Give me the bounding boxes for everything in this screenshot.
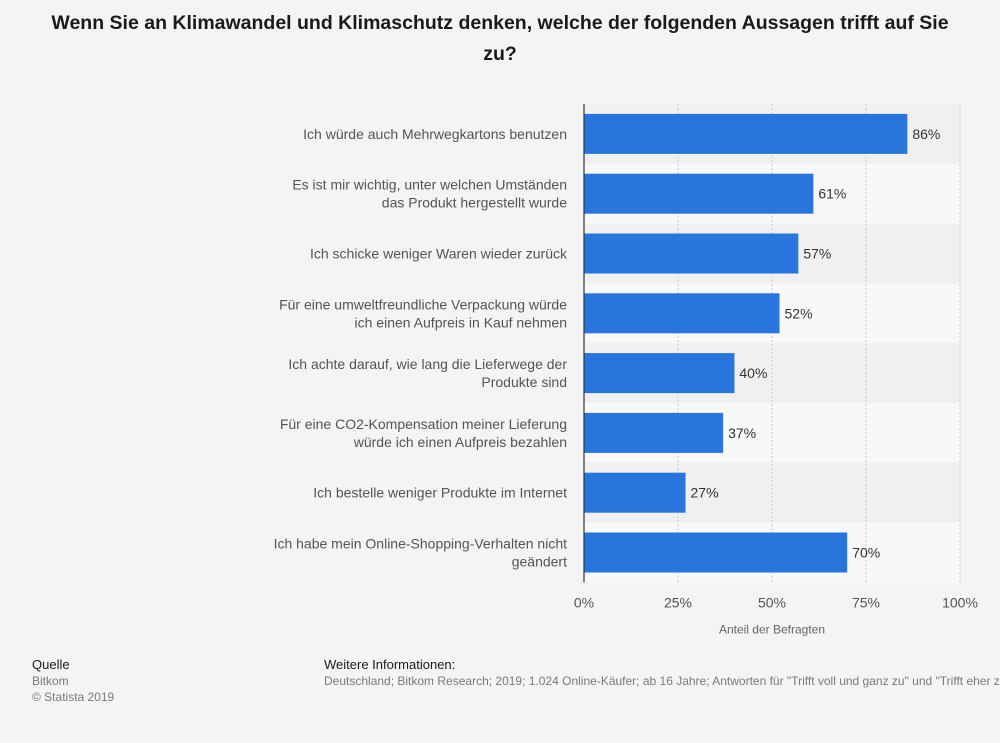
bar[interactable]: [584, 472, 686, 513]
x-tick-label: 25%: [664, 594, 692, 610]
bar[interactable]: [584, 532, 848, 573]
source-block: Quelle Bitkom © Statista 2019: [32, 657, 114, 705]
value-label: 40%: [739, 365, 767, 381]
source-heading: Quelle: [32, 657, 70, 672]
bars: [584, 113, 908, 573]
value-label: 52%: [785, 305, 813, 321]
value-label: 61%: [818, 186, 846, 202]
value-labels: 86% 61% 57% 52% 40% 37% 27% 70%: [691, 126, 941, 561]
x-axis-title: Anteil der Befragten: [719, 622, 825, 636]
x-tick-label: 100%: [942, 594, 978, 610]
info-block: Weitere Informationen: Deutschland; Bitk…: [324, 657, 1000, 689]
value-label: 86%: [912, 126, 940, 142]
category-label: Ich habe mein Online-Shopping-Verhalten …: [274, 536, 568, 570]
category-label: Ich schicke weniger Waren wieder zurück: [310, 246, 568, 262]
source-name: Bitkom: [32, 674, 69, 688]
value-label: 70%: [852, 545, 880, 561]
info-text: Deutschland; Bitkom Research; 2019; 1.02…: [324, 674, 1000, 688]
category-label: Ich würde auch Mehrwegkartons benutzen: [303, 126, 567, 142]
value-label: 27%: [691, 485, 719, 501]
bar[interactable]: [584, 353, 735, 394]
info-heading: Weitere Informationen:: [324, 657, 456, 672]
x-tick-label: 0%: [574, 594, 594, 610]
bar[interactable]: [584, 113, 908, 154]
category-label: Für eine umweltfreundliche Verpackung wü…: [279, 296, 567, 330]
category-label: Für eine CO2-Kompensation meiner Lieferu…: [280, 416, 567, 450]
value-label: 57%: [803, 246, 831, 262]
category-label: Es ist mir wichtig, unter welchen Umstän…: [292, 177, 567, 211]
value-label: 37%: [728, 425, 756, 441]
category-label: Ich bestelle weniger Produkte im Interne…: [313, 485, 567, 501]
bar-chart: Ich würde auch Mehrwegkartons benutzen Es…: [274, 104, 978, 636]
bar[interactable]: [584, 293, 780, 334]
bar[interactable]: [584, 233, 799, 274]
bar[interactable]: [584, 173, 814, 214]
chart-title: Wenn Sie an Klimawandel und Klimaschutz …: [51, 12, 949, 65]
copyright: © Statista 2019: [32, 690, 115, 704]
x-tick-label: 50%: [758, 594, 786, 610]
category-label: Ich achte darauf, wie lang die Lieferweg…: [288, 356, 567, 390]
x-tick-labels: 0% 25% 50% 75% 100%: [574, 594, 978, 610]
bar[interactable]: [584, 412, 724, 453]
category-labels: Ich würde auch Mehrwegkartons benutzen Es…: [274, 126, 568, 570]
x-tick-label: 75%: [852, 594, 880, 610]
